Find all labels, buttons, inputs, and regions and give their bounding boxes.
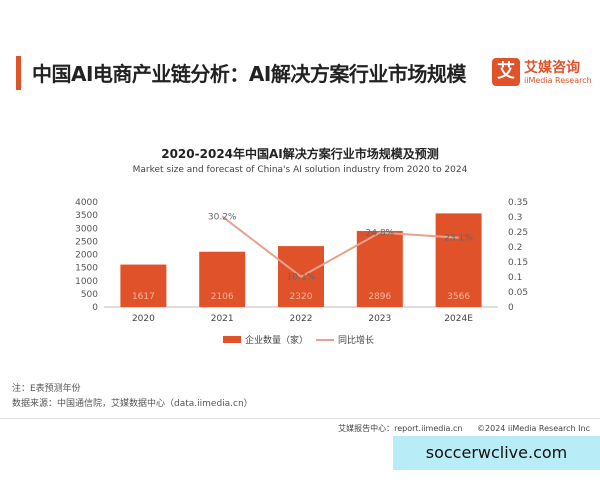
- y-left-tick-label: 500: [81, 290, 98, 300]
- chart-title: 2020-2024年中国AI解决方案行业市场规模及预测: [161, 147, 439, 161]
- footer-report-link[interactable]: 艾媒报告中心：report.iimedia.cn: [338, 424, 463, 433]
- y-left-tick-label: 1500: [75, 264, 98, 274]
- bar-value-label: 2320: [290, 292, 313, 302]
- legend-bar-swatch: [223, 336, 241, 343]
- footer-divider: [0, 418, 600, 419]
- growth-line: [221, 215, 459, 278]
- y-right-tick-label: 0: [508, 303, 514, 313]
- legend-line-label: 同比增长: [338, 334, 374, 346]
- footer: 艾媒报告中心：report.iimedia.cn ©2024 iiMedia R…: [326, 423, 590, 434]
- chart-subtitle: Market size and forecast of China's AI s…: [132, 165, 468, 175]
- y-right-tick-label: 0.15: [508, 258, 528, 268]
- bar: [356, 230, 403, 307]
- logo-name-en: iiMedia Research: [524, 76, 592, 85]
- data-source-note: 数据来源：中国通信院，艾媒数据中心（data.iimedia.cn）: [12, 399, 253, 409]
- line-value-label: 24.8%: [366, 229, 395, 239]
- title-accent-bar: [16, 56, 21, 90]
- line-value-label: 23.1%: [444, 234, 473, 244]
- bar-value-label: 1617: [132, 292, 155, 302]
- bar-value-label: 3566: [447, 292, 470, 302]
- y-left-tick-label: 0: [92, 303, 98, 313]
- bar: [199, 251, 246, 307]
- y-left-tick-label: 2500: [75, 237, 98, 247]
- y-left-tick-label: 4000: [75, 198, 98, 208]
- y-right-tick-label: 0.2: [508, 243, 522, 253]
- bar-value-label: 2896: [368, 292, 391, 302]
- x-tick-label: 2022: [290, 314, 313, 324]
- y-left-tick-label: 2000: [75, 251, 98, 261]
- x-tick-label: 2024E: [444, 314, 473, 324]
- legend-bar-label: 企业数量（家）: [245, 334, 308, 346]
- logo-mark-icon: 艾: [492, 58, 520, 86]
- bar: [435, 213, 482, 307]
- forecast-note: 注：E表预测年份: [12, 384, 81, 394]
- y-right-tick-label: 0.1: [508, 273, 522, 283]
- page-title: 中国AI电商产业链分析：AI解决方案行业市场规模: [32, 62, 466, 86]
- bar: [120, 264, 167, 307]
- x-tick-label: 2020: [132, 314, 155, 324]
- brand-logo: 艾 艾媒咨询 iiMedia Research: [492, 58, 592, 92]
- bar-value-label: 2106: [211, 292, 234, 302]
- y-left-tick-label: 3500: [75, 211, 98, 221]
- logo-name-cn: 艾媒咨询: [524, 60, 580, 76]
- y-right-tick-label: 0.05: [508, 288, 528, 298]
- watermark-banner: soccerwclive.com: [393, 436, 600, 470]
- line-value-label: 30.2%: [208, 212, 237, 222]
- y-right-tick-label: 0.25: [508, 228, 528, 238]
- y-right-tick-label: 0.35: [508, 198, 528, 208]
- y-left-tick-label: 1000: [75, 277, 98, 287]
- footer-copyright: ©2024 iiMedia Research Inc: [477, 424, 590, 433]
- x-tick-label: 2023: [368, 314, 391, 324]
- y-left-tick-label: 3000: [75, 224, 98, 234]
- y-right-tick-label: 0.3: [508, 213, 522, 223]
- x-tick-label: 2021: [211, 314, 234, 324]
- line-value-label: 10.1%: [287, 273, 316, 283]
